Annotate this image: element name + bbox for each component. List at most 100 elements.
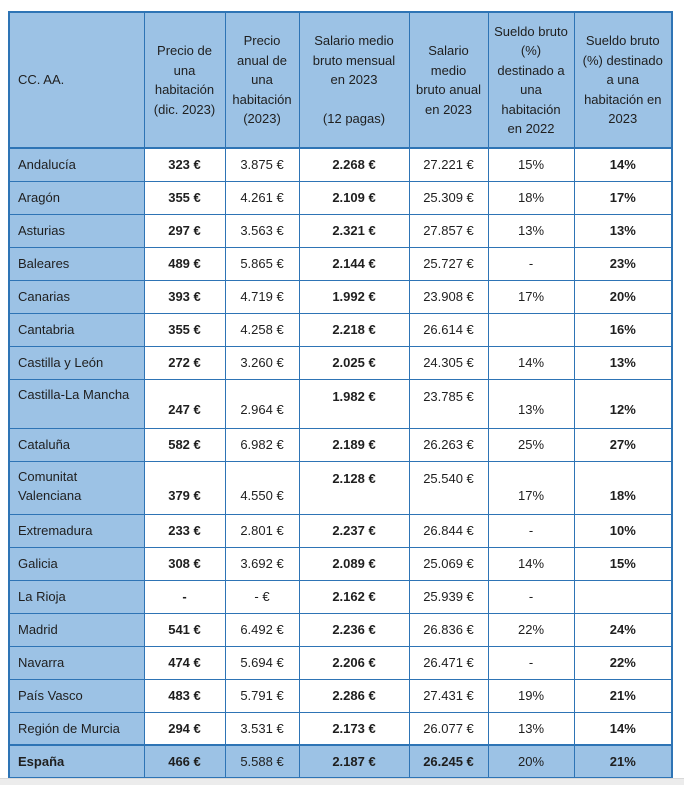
precio_anual-cell: 4.550 € <box>224 460 300 515</box>
table-row: Andalucía 323 €3.875 €2.268 €27.221 €15% 1… <box>8 147 673 182</box>
precio_mes-cell: 297 € <box>143 213 226 248</box>
table-row: País Vasco 483 €5.791 €2.286 €27.431 €19%… <box>8 678 673 713</box>
precio_mes-cell: 466 € <box>143 744 226 779</box>
region-cell: Asturias <box>8 213 145 248</box>
salario_anual-cell: 26.245 € <box>408 744 489 779</box>
region-cell: Castilla-La Mancha <box>8 378 145 429</box>
salario_anual-cell: 25.939 € <box>408 579 489 614</box>
salario_anual-cell: 25.309 € <box>408 180 489 215</box>
sueldo_2022-cell: 15% <box>487 147 575 182</box>
region-cell: La Rioja <box>8 579 145 614</box>
precio_mes-cell: 474 € <box>143 645 226 680</box>
sueldo_2022-cell: 13% <box>487 711 575 746</box>
salario_anual-cell: 24.305 € <box>408 345 489 380</box>
salario_anual-cell: 26.614 € <box>408 312 489 347</box>
precio_mes-cell: 541 € <box>143 612 226 647</box>
sueldo_2022-cell: 14% <box>487 546 575 581</box>
region-cell: Navarra <box>8 645 145 680</box>
precio_anual-cell: - € <box>224 579 300 614</box>
table-row: Cantabria 355 €4.258 €2.218 €26.614 € 16% <box>8 312 673 347</box>
precio_anual-cell: 3.531 € <box>224 711 300 746</box>
precio_mes-cell: 323 € <box>143 147 226 182</box>
sueldo_2023-cell: 27% <box>573 427 673 462</box>
sueldo_2023-cell: 21% <box>573 744 673 779</box>
region-cell: España <box>8 744 145 779</box>
sueldo_2022-cell: - <box>487 579 575 614</box>
salario_anual-cell: 26.836 € <box>408 612 489 647</box>
total-row: España 466 €5.588 €2.187 €26.245 €20% 21% <box>8 744 673 779</box>
column-header-precio_anual: Precio anual de una habitación (2023) <box>224 11 300 149</box>
precio_anual-cell: 5.865 € <box>224 246 300 281</box>
salario_mensual-cell: 2.144 € <box>298 246 410 281</box>
salario_anual-cell: 26.471 € <box>408 645 489 680</box>
sueldo_2023-cell: 22% <box>573 645 673 680</box>
sueldo_2023-cell: 13% <box>573 213 673 248</box>
sueldo_2023-cell: 15% <box>573 546 673 581</box>
precio_anual-cell: 3.563 € <box>224 213 300 248</box>
sueldo_2023-cell: 21% <box>573 678 673 713</box>
region-cell: Andalucía <box>8 147 145 182</box>
precio_anual-cell: 4.719 € <box>224 279 300 314</box>
salario_mensual-cell: 2.218 € <box>298 312 410 347</box>
salario_anual-cell: 26.077 € <box>408 711 489 746</box>
precio_mes-cell: 582 € <box>143 427 226 462</box>
precio_anual-cell: 4.258 € <box>224 312 300 347</box>
sueldo_2022-cell: 20% <box>487 744 575 779</box>
precio_mes-cell: - <box>143 579 226 614</box>
salario_mensual-cell: 2.025 € <box>298 345 410 380</box>
column-header-salario_mensual: Salario medio bruto mensual en 2023 (12 … <box>298 11 410 149</box>
precio_mes-cell: 355 € <box>143 180 226 215</box>
salario_mensual-cell: 2.268 € <box>298 147 410 182</box>
sueldo_2022-cell: 22% <box>487 612 575 647</box>
table-row: Cataluña 582 €6.982 €2.189 €26.263 €25% 27… <box>8 427 673 462</box>
precio_anual-cell: 3.260 € <box>224 345 300 380</box>
sueldo_2023-cell <box>573 579 673 614</box>
salario_mensual-cell: 2.237 € <box>298 513 410 548</box>
salario_mensual-cell: 2.089 € <box>298 546 410 581</box>
salario_anual-cell: 26.263 € <box>408 427 489 462</box>
sueldo_2022-cell: 17% <box>487 460 575 515</box>
table-row: Castilla y León 272 €3.260 €2.025 €24.305… <box>8 345 673 380</box>
table-row: Extremadura 233 €2.801 €2.237 €26.844 € -1… <box>8 513 673 548</box>
sueldo_2022-cell: 19% <box>487 678 575 713</box>
salario_anual-cell: 27.431 € <box>408 678 489 713</box>
table-body: Andalucía 323 €3.875 €2.268 €27.221 €15% 1… <box>8 147 673 779</box>
sueldo_2023-cell: 23% <box>573 246 673 281</box>
sueldo_2022-cell: 18% <box>487 180 575 215</box>
region-cell: Castilla y León <box>8 345 145 380</box>
table-row: Galicia 308 €3.692 €2.089 €25.069 €14% 15% <box>8 546 673 581</box>
salario_mensual-cell: 1.992 € <box>298 279 410 314</box>
precio_anual-cell: 3.875 € <box>224 147 300 182</box>
salario_mensual-cell: 2.321 € <box>298 213 410 248</box>
table-row: Canarias 393 €4.719 €1.992 €23.908 €17% 20… <box>8 279 673 314</box>
precio_mes-cell: 483 € <box>143 678 226 713</box>
table-row: Madrid 541 €6.492 €2.236 €26.836 €22% 24% <box>8 612 673 647</box>
sueldo_2022-cell: - <box>487 513 575 548</box>
sueldo_2023-cell: 17% <box>573 180 673 215</box>
sueldo_2023-cell: 24% <box>573 612 673 647</box>
sueldo_2022-cell: - <box>487 246 575 281</box>
salario_mensual-cell: 1.982 € <box>298 378 410 429</box>
region-cell: Región de Murcia <box>8 711 145 746</box>
salario_mensual-cell: 2.206 € <box>298 645 410 680</box>
sueldo_2022-cell <box>487 312 575 347</box>
region-cell: Comunitat Valenciana <box>8 460 145 515</box>
sueldo_2022-cell: 25% <box>487 427 575 462</box>
table-row: Aragón 355 €4.261 €2.109 €25.309 €18% 17% <box>8 180 673 215</box>
salario_mensual-cell: 2.173 € <box>298 711 410 746</box>
table-row: Comunitat Valenciana 379 €4.550 €2.128 €2… <box>8 460 673 515</box>
table-row: Castilla-La Mancha 247 €2.964 €1.982 €23.… <box>8 378 673 429</box>
sueldo_2022-cell: 13% <box>487 378 575 429</box>
salario_mensual-cell: 2.236 € <box>298 612 410 647</box>
precio_mes-cell: 308 € <box>143 546 226 581</box>
table-row: Asturias 297 €3.563 €2.321 €27.857 €13% 13… <box>8 213 673 248</box>
sueldo_2022-cell: 14% <box>487 345 575 380</box>
window-bottom-edge <box>0 778 684 785</box>
salario_anual-cell: 26.844 € <box>408 513 489 548</box>
table-row: Baleares 489 €5.865 €2.144 €25.727 € -23% <box>8 246 673 281</box>
precio_anual-cell: 5.791 € <box>224 678 300 713</box>
region-cell: Cantabria <box>8 312 145 347</box>
region-cell: Canarias <box>8 279 145 314</box>
precio_mes-cell: 272 € <box>143 345 226 380</box>
salario_anual-cell: 27.221 € <box>408 147 489 182</box>
